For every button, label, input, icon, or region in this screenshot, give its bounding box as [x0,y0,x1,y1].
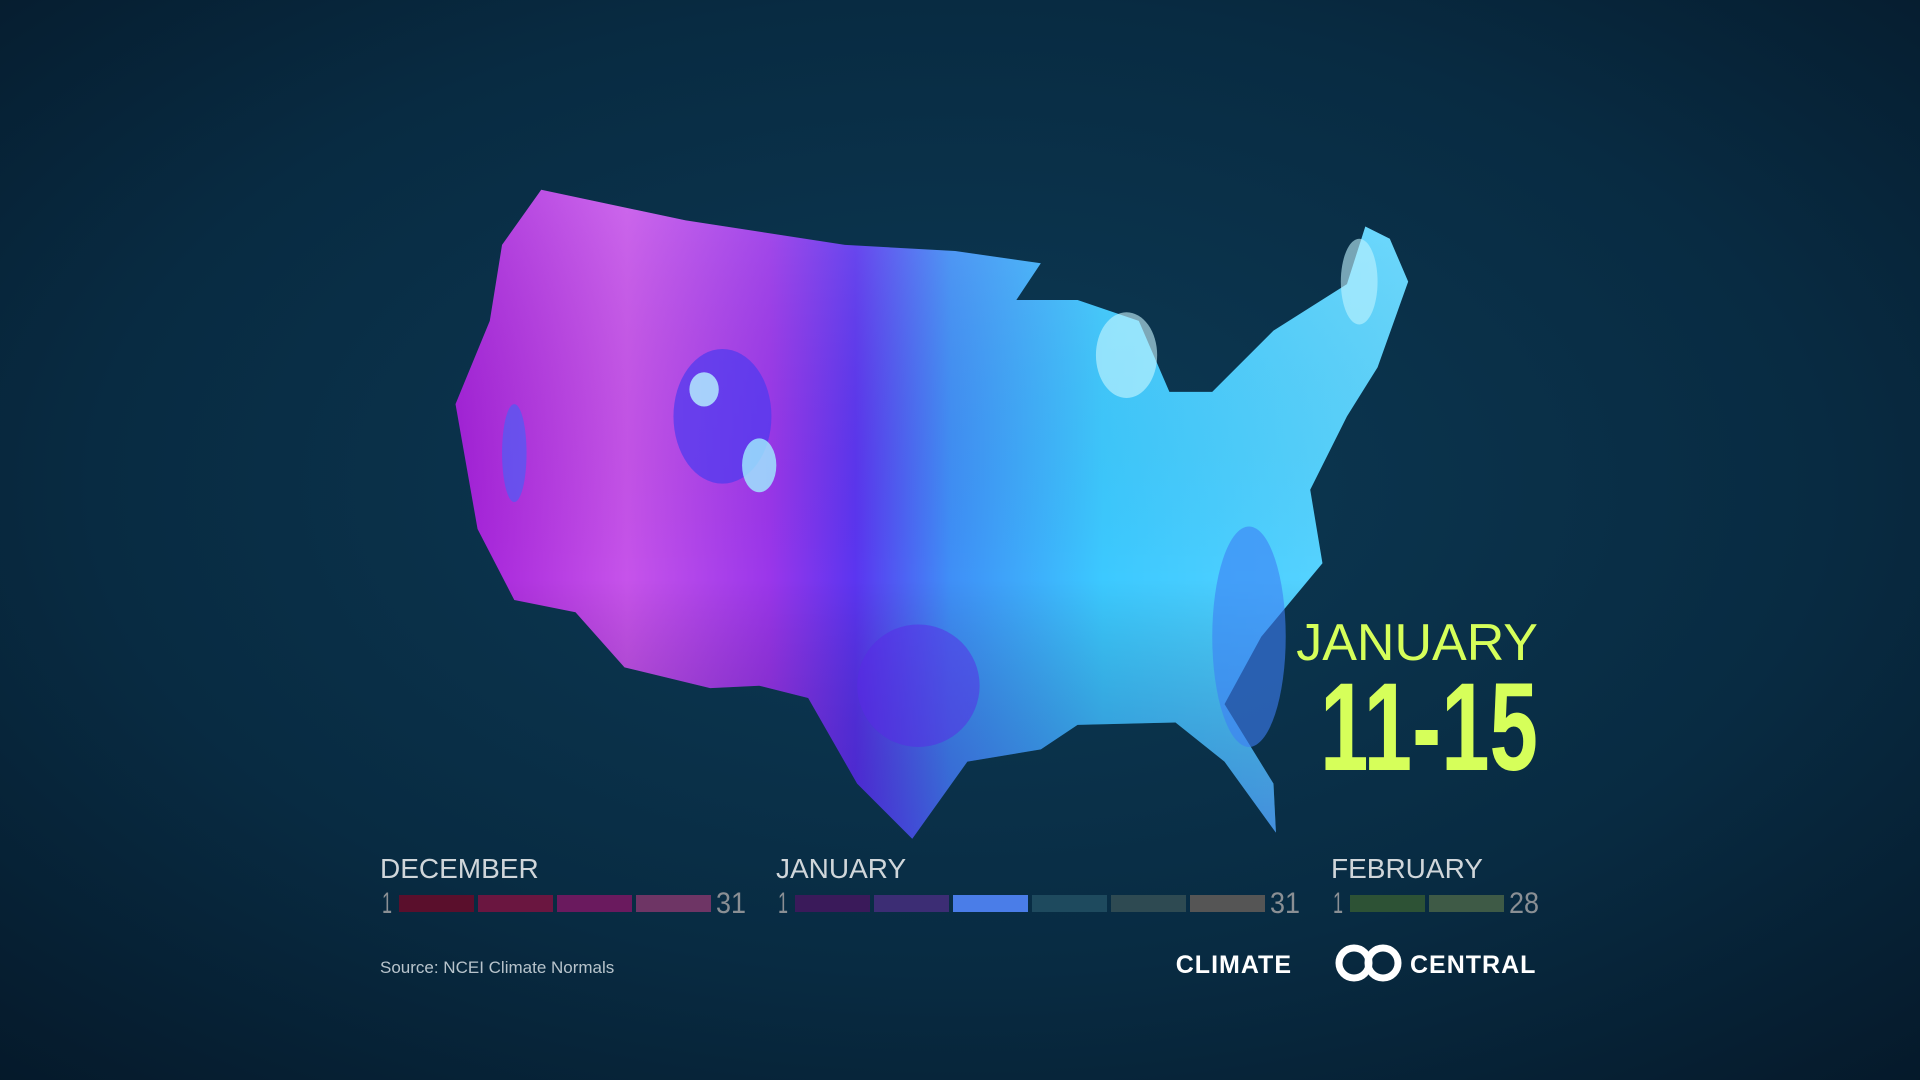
legend-month: DECEMBER [380,853,539,884]
legend-swatch [636,895,711,912]
legend-swatch [1190,895,1265,912]
legend-swatch [557,895,632,912]
legend-swatch [1032,895,1107,912]
legend-start: 1 [1333,887,1343,920]
legend-swatch [874,895,949,912]
source-note: Source: NCEI Climate Normals [380,958,614,977]
map-region [742,438,777,493]
map-region [857,624,980,747]
legend-swatch [478,895,553,912]
legend-end: 28 [1509,887,1539,920]
map-region [502,404,527,503]
legend-swatch [795,895,870,912]
period-month: JANUARY [1296,614,1538,672]
legend-swatch [1350,895,1425,912]
map-region [1212,526,1286,747]
legend-start: 1 [382,887,392,920]
legend-month: FEBRUARY [1331,853,1483,884]
legend-end: 31 [1270,887,1300,920]
legend-swatch [399,895,474,912]
logo-right: CENTRAL [1410,951,1536,979]
legend-swatch [1429,895,1504,912]
period-days: 11-15 [1320,658,1538,797]
map-region [1095,312,1158,398]
legend-end: 31 [716,887,746,920]
legend-swatch [1111,895,1186,912]
us-map [455,189,1409,839]
legend-start: 1 [778,887,788,920]
legend-month: JANUARY [776,853,907,884]
legend-swatch [953,895,1028,912]
logo-left: CLIMATE [1176,951,1292,979]
map-shading [455,189,1409,839]
logo: CLIMATE CENTRAL [1176,944,1536,982]
map-region [689,372,719,407]
map-region [1340,238,1378,325]
logo-ring [1364,944,1402,982]
